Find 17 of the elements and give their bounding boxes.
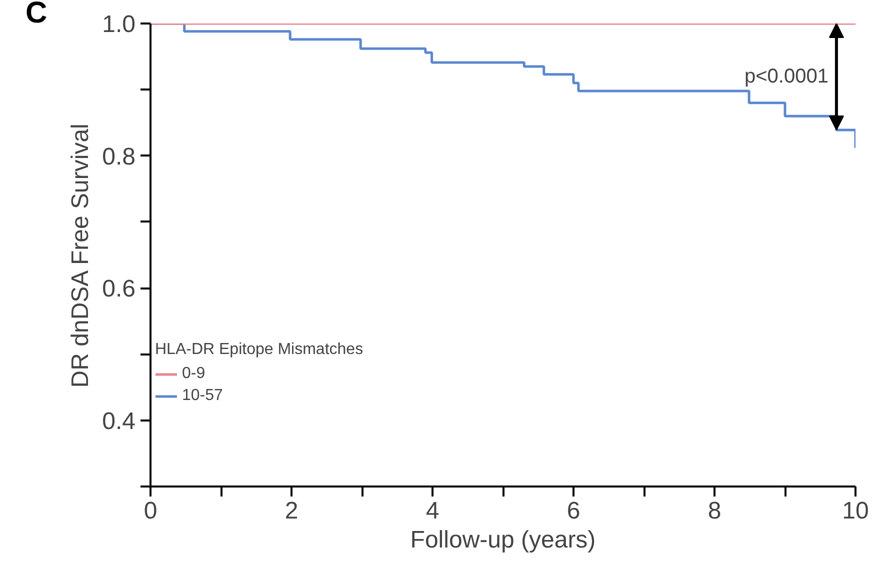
legend-label: 0-9 [182, 365, 206, 383]
x-tick-label: 6 [566, 498, 580, 524]
text: C [26, 0, 48, 30]
y-tick-label: 0.6 [102, 276, 136, 303]
y-tick-label: 1.0 [102, 11, 136, 38]
x-tick-label: 2 [284, 498, 298, 524]
x-tick-label: 4 [426, 498, 440, 524]
y-tick-label: 0.8 [102, 143, 136, 170]
legend-title: HLA-DR Epitope Mismatches [155, 341, 364, 359]
legend-label: 10-57 [182, 387, 223, 405]
y-tick-label: 0.4 [102, 408, 136, 435]
x-tick-label: 0 [144, 498, 158, 524]
x-tick-label: 10 [842, 498, 869, 524]
x-axis-title: Follow-up (years) [410, 526, 596, 554]
x-tick-label: 8 [708, 498, 722, 524]
annotation: p<0.0001 [744, 66, 828, 88]
y-axis-title: DR dnDSA Free Survival [67, 124, 94, 388]
